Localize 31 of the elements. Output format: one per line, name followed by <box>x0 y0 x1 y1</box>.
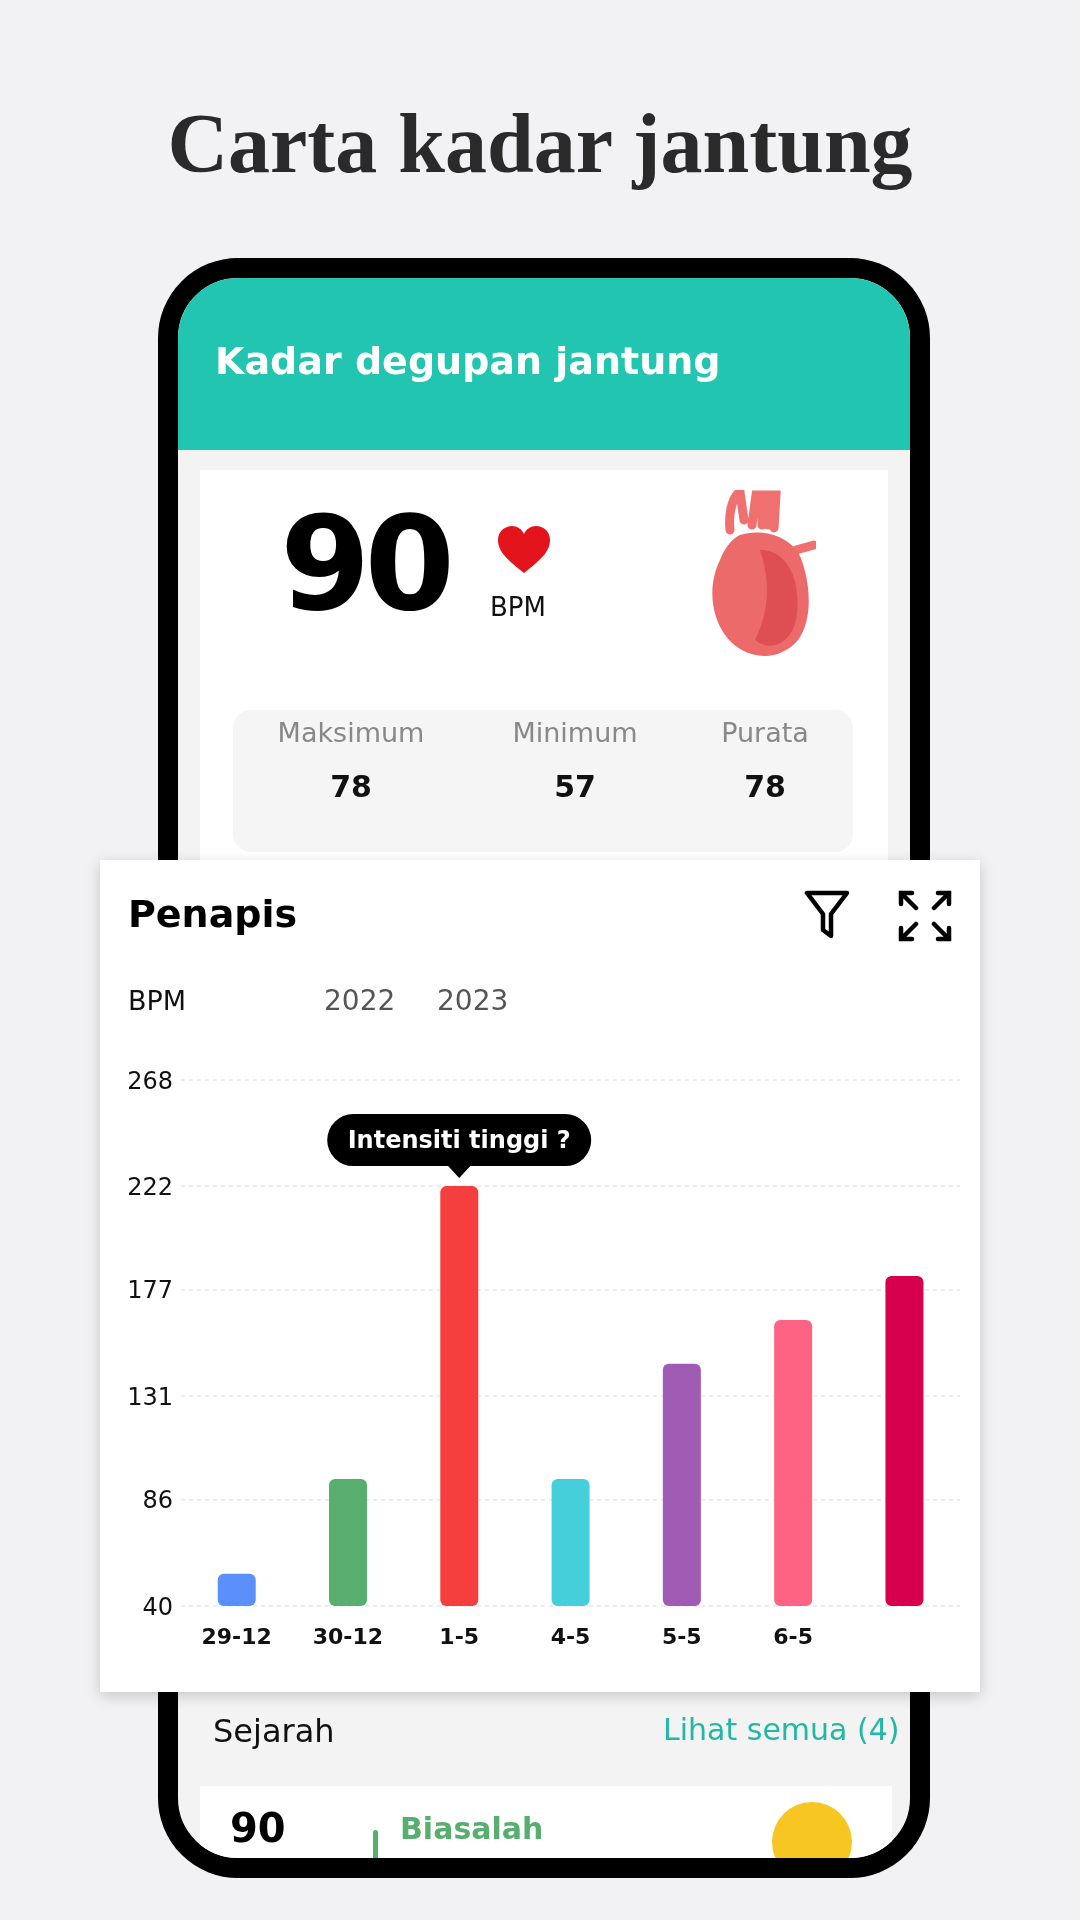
y-tick-label: 222 <box>127 1172 173 1201</box>
y-tick-label: 40 <box>142 1592 173 1621</box>
y-tick-label: 131 <box>127 1382 173 1411</box>
x-tick-label: 30-12 <box>312 1623 384 1649</box>
text: BPM <box>490 592 546 623</box>
text: 2022 <box>324 984 396 1018</box>
text: Biasalah <box>400 1811 544 1847</box>
text: Purata <box>721 717 809 749</box>
x-tick-label: 4-5 <box>550 1623 591 1649</box>
text: Kadar degupan jantung <box>215 339 721 384</box>
annotation: Intensiti tinggi ? <box>347 1126 571 1155</box>
x-tick-label: 29-12 <box>201 1623 272 1649</box>
x-tick-label: 1-5 <box>439 1623 480 1649</box>
x-tick-label: 5-5 <box>661 1623 702 1649</box>
text: Minimum <box>512 717 638 749</box>
text: Penapis <box>128 892 298 937</box>
y-axis-title: BPM <box>128 985 187 1016</box>
y-tick-label: 86 <box>142 1486 173 1515</box>
text: 78 <box>744 769 786 805</box>
text: 90 <box>280 488 449 640</box>
text: Maksimum <box>277 717 425 749</box>
x-tick-label: 6-5 <box>773 1623 813 1649</box>
text: 2023 <box>437 984 509 1018</box>
text: 90 <box>230 1805 286 1851</box>
chart-title: Carta kadar jantung <box>166 96 914 192</box>
text: 78 <box>330 769 372 805</box>
y-tick-label: 177 <box>127 1276 173 1305</box>
text: Sejarah <box>213 1712 335 1750</box>
text: Lihat semua (4) <box>663 1712 900 1748</box>
text: 57 <box>554 769 596 805</box>
y-tick-label: 268 <box>127 1066 173 1095</box>
